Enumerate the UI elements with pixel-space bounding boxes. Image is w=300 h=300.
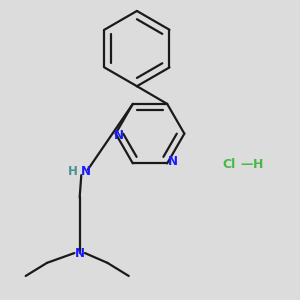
Text: Cl: Cl bbox=[222, 158, 235, 171]
Text: H: H bbox=[68, 165, 78, 178]
Text: N: N bbox=[81, 165, 91, 178]
Text: N: N bbox=[168, 155, 178, 168]
Text: N: N bbox=[75, 247, 85, 260]
Text: N: N bbox=[114, 129, 124, 142]
Text: —: — bbox=[240, 158, 252, 171]
Text: H: H bbox=[253, 158, 263, 171]
